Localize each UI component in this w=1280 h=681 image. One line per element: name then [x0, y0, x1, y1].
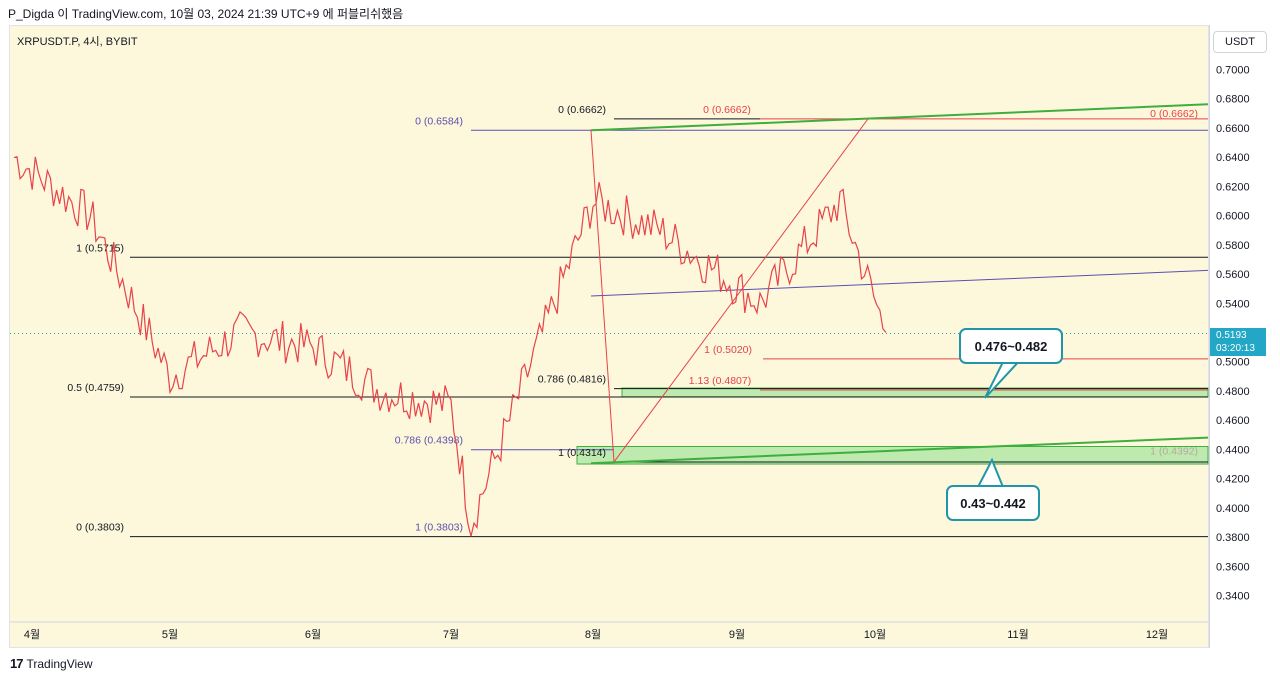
y-tick-label: 0.5600: [1216, 269, 1250, 281]
y-tick-label: 0.5800: [1216, 240, 1250, 252]
fib-level-label: 1 (0.5715): [76, 242, 124, 254]
fib-level-label: 0.786 (0.4816): [538, 374, 606, 386]
brand-label: TradingView: [26, 656, 93, 671]
trendline-label: 0 (0.6662): [1150, 108, 1198, 120]
tradingview-logo-icon: 17: [10, 656, 24, 671]
fib-anchor-rise: [613, 118, 869, 463]
fib-anchor-drop: [590, 130, 615, 463]
trendline-upper: [590, 103, 1209, 132]
x-tick-label: 9월: [729, 628, 745, 641]
support-zone: [621, 387, 1209, 398]
y-tick-label: 0.3400: [1216, 591, 1250, 603]
x-tick-label: 4월: [24, 628, 40, 641]
fib-level-label: 1 (0.4314): [558, 447, 606, 459]
x-tick-label: 7월: [443, 628, 459, 641]
y-tick-label: 0.5000: [1216, 357, 1250, 369]
y-tick-label: 0.6000: [1216, 211, 1250, 223]
trendline-lower: [590, 436, 1209, 465]
zone-callout-lower: 0.43~0.442: [946, 485, 1040, 521]
tradingview-logo[interactable]: 17 TradingView: [10, 656, 93, 671]
y-tick-label: 0.6400: [1216, 152, 1250, 164]
y-tick-label: 0.4800: [1216, 386, 1250, 398]
x-tick-label: 10월: [864, 628, 886, 641]
trendline-label: 1 (0.4392): [1150, 446, 1198, 458]
fib-level-label: 0 (0.6662): [558, 104, 606, 116]
x-tick-label: 11월: [1007, 628, 1029, 641]
x-tick-label: 12월: [1146, 628, 1168, 641]
y-tick-label: 0.7000: [1216, 64, 1250, 76]
trendline-mid-purple: [590, 269, 1209, 297]
x-tick-label: 8월: [585, 628, 601, 641]
fib-level-label: 1.13 (0.4807): [689, 375, 751, 387]
x-tick-label: 5월: [162, 628, 178, 641]
y-tick-label: 0.4200: [1216, 474, 1250, 486]
fib-level-label: 0.786 (0.4398): [395, 435, 463, 447]
last-price-badge: 0.5193 03:20:13: [1210, 328, 1266, 356]
y-tick-label: 0.4400: [1216, 444, 1250, 456]
zone-callout-upper: 0.476~0.482: [959, 328, 1063, 364]
currency-button[interactable]: USDT: [1213, 31, 1267, 53]
y-tick-label: 0.4600: [1216, 415, 1250, 427]
bar-countdown: 03:20:13: [1216, 343, 1255, 354]
y-tick-label: 0.6800: [1216, 94, 1250, 106]
fib-level-label: 0 (0.6584): [415, 115, 463, 127]
y-tick-label: 0.6600: [1216, 123, 1250, 135]
fib-level-label: 0 (0.3803): [76, 522, 124, 534]
y-tick-label: 0.3800: [1216, 532, 1250, 544]
last-price-value: 0.5193: [1216, 330, 1247, 341]
price-series: [13, 156, 887, 537]
fib-level-label: 0 (0.6662): [703, 104, 751, 116]
y-tick-label: 0.6200: [1216, 181, 1250, 193]
fib-level-label: 1 (0.3803): [415, 522, 463, 534]
y-tick-label: 0.4000: [1216, 503, 1250, 515]
fib-level-label: 1 (0.5020): [704, 344, 752, 356]
y-tick-label: 0.3600: [1216, 561, 1250, 573]
symbol-title[interactable]: XRPUSDT.P, 4시, BYBIT: [17, 36, 138, 48]
publish-caption: P_Digda 이 TradingView.com, 10월 03, 2024 …: [8, 7, 404, 21]
x-tick-label: 6월: [305, 628, 321, 641]
fib-level-label: 0.5 (0.4759): [67, 382, 124, 394]
y-tick-label: 0.5400: [1216, 298, 1250, 310]
support-zone: [576, 445, 1209, 465]
